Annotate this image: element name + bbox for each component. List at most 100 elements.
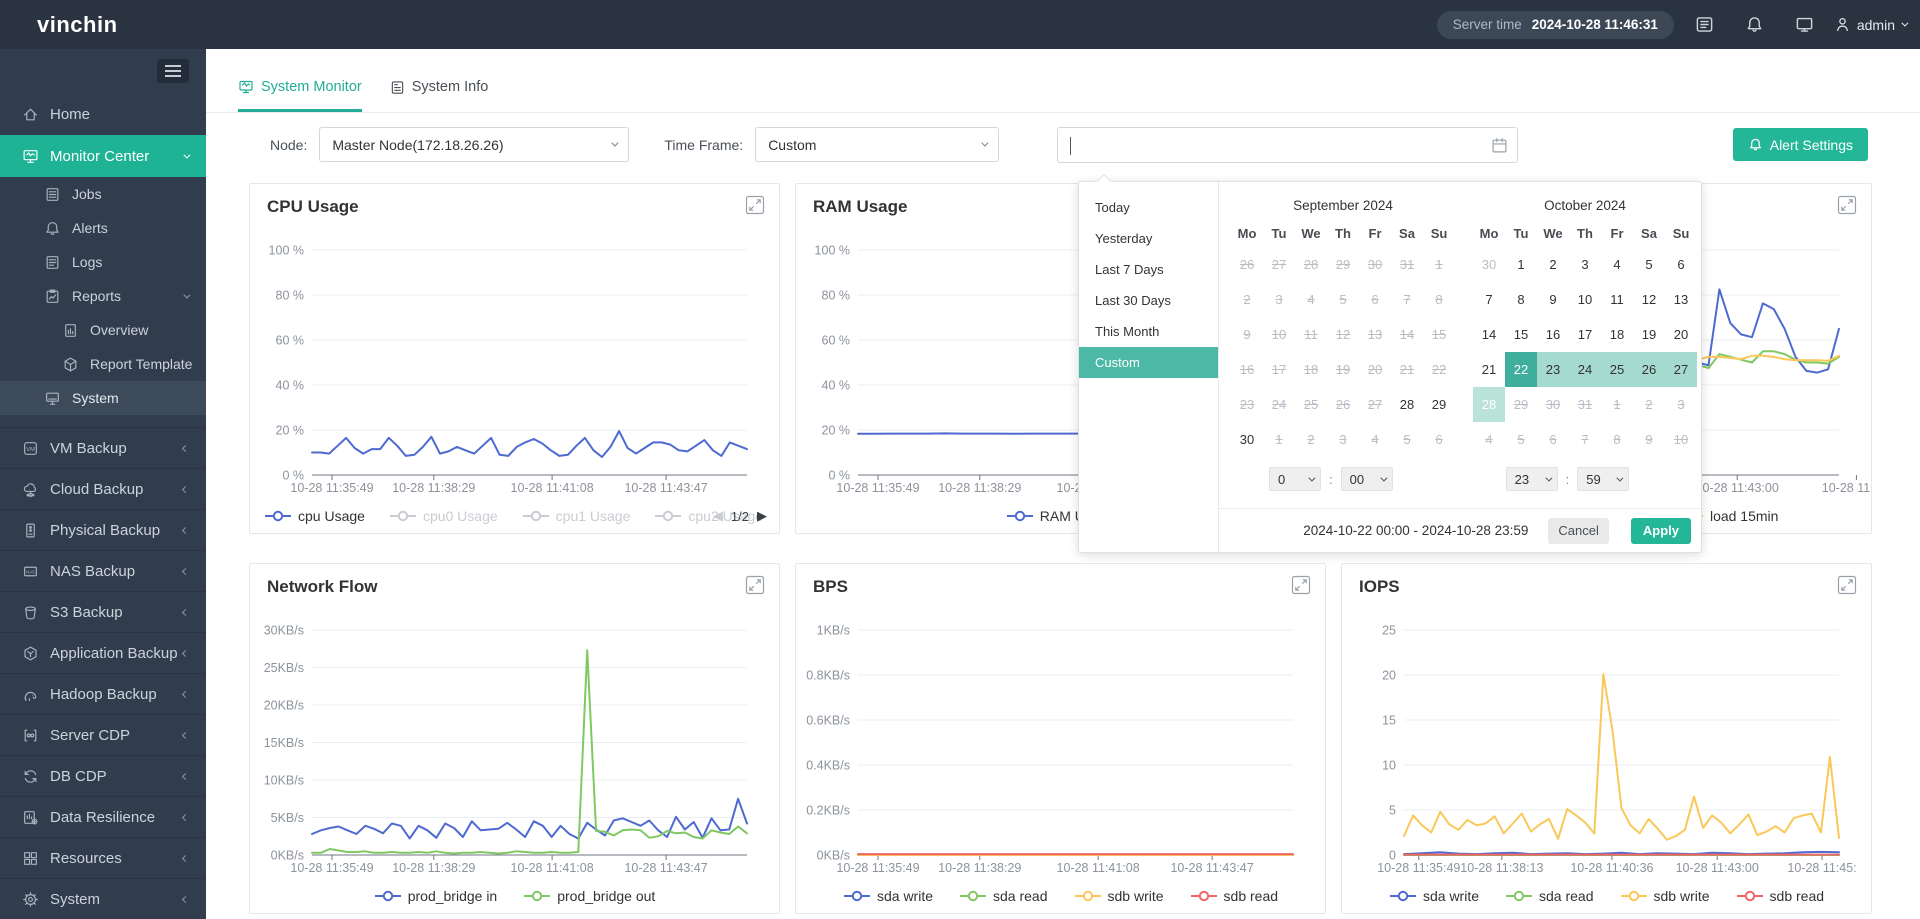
day-cell-28[interactable]: 28	[1399, 397, 1415, 412]
shortcut-custom[interactable]: Custom	[1079, 347, 1218, 378]
tab-system-monitor[interactable]: System Monitor	[238, 79, 362, 112]
day-cell-24[interactable]: 24	[1569, 352, 1601, 387]
day-cell-26[interactable]: 26	[1633, 352, 1665, 387]
day-cell-18[interactable]: 18	[1609, 327, 1625, 342]
day-cell-6[interactable]: 6	[1677, 257, 1685, 272]
shortcut-last-30-days[interactable]: Last 30 Days	[1095, 293, 1171, 308]
day-cell-13[interactable]: 13	[1673, 292, 1689, 307]
sidebar-item-vm-backup[interactable]: VM VM Backup	[0, 427, 206, 468]
legend-item-prod-bridge-out[interactable]: prod_bridge out	[523, 888, 655, 904]
day-cell-10[interactable]: 10	[1577, 292, 1593, 307]
tab-system-info[interactable]: System Info	[390, 79, 488, 112]
expand-icon[interactable]	[1837, 575, 1859, 597]
user-menu[interactable]: admin	[1830, 16, 1920, 33]
sidebar-item-overview[interactable]: Overview	[0, 313, 206, 347]
node-select[interactable]: Master Node(172.18.26.26)	[319, 127, 630, 162]
expand-icon[interactable]	[745, 575, 767, 597]
legend-item-cpu1-usage[interactable]: cpu1 Usage	[522, 508, 630, 524]
alert-settings-button[interactable]: Alert Settings	[1732, 128, 1868, 161]
date-range-input[interactable]	[1057, 126, 1519, 163]
day-cell-2[interactable]: 2	[1549, 257, 1557, 272]
day-cell-21[interactable]: 21	[1481, 362, 1497, 377]
day-cell-15[interactable]: 15	[1513, 327, 1529, 342]
day-cell-14[interactable]: 14	[1481, 327, 1497, 342]
day-cell-3[interactable]: 3	[1581, 257, 1589, 272]
legend-item-prod-bridge-in[interactable]: prod_bridge in	[374, 888, 497, 904]
end-hour-select[interactable]: 23	[1505, 467, 1558, 491]
legend-item-sdb-read[interactable]: sdb read	[1736, 888, 1824, 904]
shortcut-this-month[interactable]: This Month	[1095, 324, 1160, 339]
day-cell-16[interactable]: 16	[1545, 327, 1561, 342]
cancel-button[interactable]: Cancel	[1548, 517, 1609, 544]
day-cell-22[interactable]: 22	[1505, 352, 1537, 387]
sidebar-item-resources[interactable]: Resources	[0, 837, 206, 878]
notifications-bell-icon[interactable]	[1730, 0, 1780, 49]
expand-icon[interactable]	[745, 195, 767, 217]
shortcut-yesterday[interactable]: Yesterday	[1095, 231, 1153, 246]
apply-button[interactable]: Apply	[1630, 517, 1691, 544]
day-cell-29[interactable]: 29	[1431, 397, 1447, 412]
day-cell-25[interactable]: 25	[1601, 352, 1633, 387]
start-hour-select[interactable]: 0	[1269, 467, 1321, 491]
day-cell-30[interactable]: 30	[1239, 432, 1255, 447]
day-cell-12[interactable]: 12	[1641, 292, 1657, 307]
legend-item-sdb-read[interactable]: sdb read	[1190, 888, 1278, 904]
day-cell-4[interactable]: 4	[1613, 257, 1621, 272]
day-cell-1[interactable]: 1	[1517, 257, 1525, 272]
day-cell-28[interactable]: 28	[1473, 387, 1505, 422]
sidebar-collapse-button[interactable]	[157, 59, 189, 83]
sidebar-item-data-resilience[interactable]: Data Resilience	[0, 796, 206, 837]
legend-item-sda-read[interactable]: sda read	[1505, 888, 1594, 904]
expand-icon[interactable]	[1837, 195, 1859, 217]
day-cell-7[interactable]: 7	[1485, 292, 1493, 307]
end-minute-select[interactable]: 59	[1577, 467, 1630, 491]
legend-item-sda-write[interactable]: sda write	[843, 888, 933, 904]
sidebar-item-alerts[interactable]: Alerts	[0, 211, 206, 245]
sidebar-item-application-backup[interactable]: Application Backup	[0, 632, 206, 673]
day-cell-19[interactable]: 19	[1641, 327, 1657, 342]
day-cell-20[interactable]: 20	[1673, 327, 1689, 342]
expand-icon[interactable]	[1291, 575, 1313, 597]
sidebar-item-reports[interactable]: Reports	[0, 279, 206, 313]
day-cell-30[interactable]: 30	[1481, 257, 1497, 272]
day-cell-11[interactable]: 11	[1610, 292, 1624, 307]
legend-next-arrow-icon[interactable]: ▶	[757, 508, 767, 523]
sidebar-item-jobs[interactable]: Jobs	[0, 177, 206, 211]
legend-item-cpu-usage[interactable]: cpu Usage	[264, 508, 365, 524]
day-cell-23[interactable]: 23	[1537, 352, 1569, 387]
shortcut-last-7-days[interactable]: Last 7 Days	[1095, 262, 1164, 277]
day-cell-8[interactable]: 8	[1517, 292, 1525, 307]
day-cell-27[interactable]: 27	[1665, 352, 1697, 387]
legend-prev-arrow-icon[interactable]: ◀	[712, 508, 723, 523]
legend-item-cpu2-usage[interactable]: cpu2 Usage	[654, 508, 763, 524]
task-list-icon[interactable]	[1680, 0, 1730, 49]
timeframe-select[interactable]: Custom	[755, 127, 1000, 162]
sidebar-item-monitor-center[interactable]: Monitor Center	[0, 135, 206, 177]
sidebar-item-logs[interactable]: Logs	[0, 245, 206, 279]
sidebar-item-physical-backup[interactable]: Physical Backup	[0, 509, 206, 550]
resources-icon	[22, 850, 39, 867]
sidebar-item-s3-backup[interactable]: S3 Backup	[0, 591, 206, 632]
sidebar-item-hadoop-backup[interactable]: Hadoop Backup	[0, 673, 206, 714]
day-cell-5[interactable]: 5	[1645, 257, 1653, 272]
sidebar-item-cloud-backup[interactable]: Cloud Backup	[0, 468, 206, 509]
legend-item-cpu0-usage[interactable]: cpu0 Usage	[389, 508, 498, 524]
console-display-icon[interactable]	[1780, 0, 1830, 49]
legend-item-sdb-write[interactable]: sdb write	[1074, 888, 1164, 904]
weekday-label: Fr	[1368, 226, 1382, 241]
sidebar-item-system[interactable]: System	[0, 878, 206, 919]
shortcut-today[interactable]: Today	[1095, 200, 1130, 215]
sidebar-item-db-cdp[interactable]: DB CDP	[0, 755, 206, 796]
day-cell-17[interactable]: 17	[1577, 327, 1593, 342]
sidebar-item-home[interactable]: Home	[0, 93, 206, 135]
calendar-icon[interactable]	[1491, 137, 1508, 159]
sidebar-item-system[interactable]: System	[0, 381, 206, 415]
sidebar-item-report-template[interactable]: Report Template	[0, 347, 206, 381]
legend-item-sda-write[interactable]: sda write	[1389, 888, 1479, 904]
start-minute-select[interactable]: 00	[1340, 467, 1393, 491]
day-cell-9[interactable]: 9	[1549, 292, 1557, 307]
sidebar-item-nas-backup[interactable]: NAS NAS Backup	[0, 550, 206, 591]
legend-item-sda-read[interactable]: sda read	[959, 888, 1048, 904]
sidebar-item-server-cdp[interactable]: Server CDP	[0, 714, 206, 755]
legend-item-sdb-write[interactable]: sdb write	[1620, 888, 1710, 904]
